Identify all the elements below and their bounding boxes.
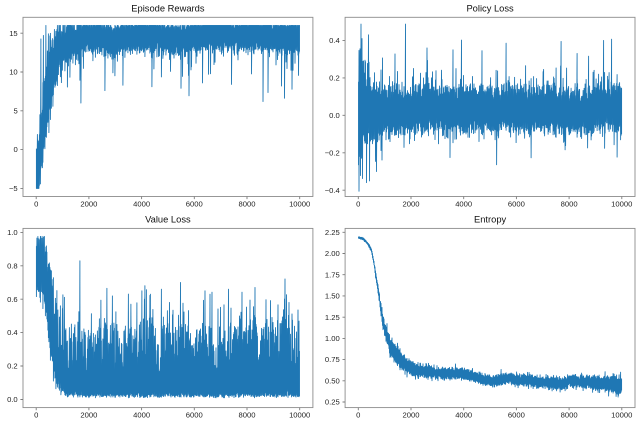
svg-text:1.50: 1.50 — [325, 292, 340, 301]
svg-text:0: 0 — [356, 200, 360, 209]
svg-text:0.2: 0.2 — [329, 74, 340, 83]
svg-text:10000: 10000 — [611, 411, 632, 420]
svg-text:1.0: 1.0 — [7, 228, 18, 237]
svg-text:4000: 4000 — [455, 200, 472, 209]
svg-text:−0.2: −0.2 — [325, 148, 340, 157]
svg-text:8000: 8000 — [239, 200, 256, 209]
svg-text:0: 0 — [356, 411, 360, 420]
svg-text:10: 10 — [9, 68, 18, 77]
svg-text:6000: 6000 — [186, 200, 203, 209]
svg-text:0.50: 0.50 — [325, 376, 340, 385]
svg-text:4000: 4000 — [455, 411, 472, 420]
svg-text:10000: 10000 — [611, 200, 632, 209]
svg-text:0.0: 0.0 — [329, 111, 340, 120]
svg-text:2.25: 2.25 — [325, 228, 340, 237]
svg-text:2.00: 2.00 — [325, 249, 340, 258]
svg-text:−5: −5 — [9, 184, 18, 193]
svg-text:15: 15 — [9, 29, 18, 38]
svg-text:10000: 10000 — [289, 411, 310, 420]
svg-text:8000: 8000 — [561, 411, 578, 420]
svg-text:0.25: 0.25 — [325, 398, 340, 407]
svg-text:0.2: 0.2 — [7, 362, 18, 371]
svg-text:4000: 4000 — [133, 200, 150, 209]
svg-text:5: 5 — [13, 106, 17, 115]
svg-text:0.6: 0.6 — [7, 295, 18, 304]
svg-text:0.4: 0.4 — [329, 36, 340, 45]
svg-text:1.75: 1.75 — [325, 270, 340, 279]
svg-text:4000: 4000 — [133, 411, 150, 420]
svg-text:6000: 6000 — [508, 411, 525, 420]
svg-text:0: 0 — [34, 200, 38, 209]
svg-text:Value Loss: Value Loss — [145, 215, 191, 225]
svg-text:0.4: 0.4 — [7, 328, 18, 337]
svg-text:Policy Loss: Policy Loss — [466, 4, 514, 14]
svg-text:0: 0 — [34, 411, 38, 420]
svg-text:8000: 8000 — [239, 411, 256, 420]
svg-text:0.75: 0.75 — [325, 355, 340, 364]
svg-text:Episode Rewards: Episode Rewards — [131, 4, 205, 14]
svg-text:6000: 6000 — [186, 411, 203, 420]
svg-text:2000: 2000 — [403, 411, 420, 420]
svg-text:−0.4: −0.4 — [325, 186, 341, 195]
svg-text:1.25: 1.25 — [325, 313, 340, 322]
svg-text:Entropy: Entropy — [474, 215, 507, 225]
svg-text:0: 0 — [13, 145, 17, 154]
svg-text:1.00: 1.00 — [325, 334, 340, 343]
svg-text:6000: 6000 — [508, 200, 525, 209]
svg-text:8000: 8000 — [561, 200, 578, 209]
svg-text:0.0: 0.0 — [7, 395, 18, 404]
svg-text:2000: 2000 — [80, 200, 97, 209]
svg-text:10000: 10000 — [289, 200, 310, 209]
svg-text:0.8: 0.8 — [7, 261, 18, 270]
svg-text:2000: 2000 — [403, 200, 420, 209]
svg-text:2000: 2000 — [80, 411, 97, 420]
